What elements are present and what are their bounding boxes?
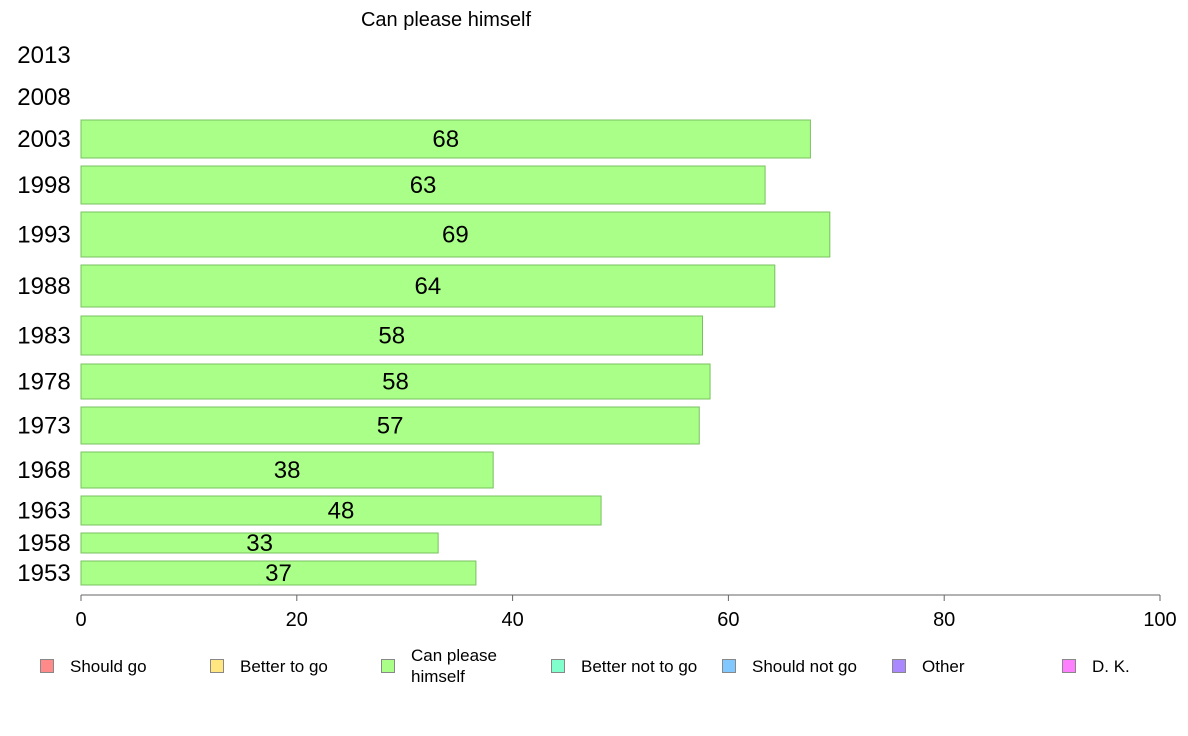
data-label: 48 <box>328 498 355 525</box>
y-tick-label: 2003 <box>17 126 70 153</box>
data-label: 37 <box>265 560 292 587</box>
legend-swatch <box>381 659 395 673</box>
y-tick-label: 1958 <box>17 530 70 557</box>
bar <box>80 315 704 356</box>
legend-item: Better not to go <box>551 644 697 688</box>
y-tick-label: 1993 <box>17 222 70 249</box>
bar <box>80 532 439 554</box>
legend-item: Should go <box>40 644 147 688</box>
legend-item: Can please himself <box>381 644 511 688</box>
y-tick-label: 1978 <box>17 369 70 396</box>
y-tick-labels: 2013 2008 2003 1998 1993 1988 1983 1978 1973 1968… <box>17 42 70 587</box>
legend-label: Better to go <box>240 656 328 676</box>
bar <box>80 495 602 526</box>
data-label: 69 <box>442 222 469 249</box>
y-tick-label: 1963 <box>17 498 70 525</box>
y-tick-label: 1983 <box>17 323 70 350</box>
y-tick-label: 1998 <box>17 172 70 199</box>
data-label: 58 <box>378 323 405 350</box>
data-label: 57 <box>377 413 404 440</box>
x-tick-label: 60 <box>717 609 739 631</box>
legend-item: D. K. <box>1062 644 1130 688</box>
legend-label: Better not to go <box>581 656 698 676</box>
y-tick-label: 2013 <box>17 42 70 69</box>
y-tick-label: 1988 <box>17 273 70 300</box>
bar <box>80 363 711 400</box>
legend-swatch <box>40 659 54 673</box>
bar <box>80 119 811 159</box>
x-axis: 0 20 40 60 80 100 <box>75 594 1177 631</box>
x-tick-label: 100 <box>1143 609 1176 631</box>
bar <box>80 165 766 205</box>
bar <box>80 264 776 308</box>
x-tick-label: 40 <box>501 609 523 631</box>
x-tick-label: 0 <box>75 609 86 631</box>
legend-item: Better to go <box>210 644 328 688</box>
bar <box>80 406 700 445</box>
legend-item: Other <box>892 644 965 688</box>
legend-swatch <box>722 659 736 673</box>
bar <box>80 451 494 489</box>
y-tick-label: 2008 <box>17 84 70 111</box>
data-label: 68 <box>432 126 459 153</box>
y-tick-label: 1973 <box>17 413 70 440</box>
bar <box>80 211 831 258</box>
legend-swatch <box>551 659 565 673</box>
chart-title: Can please himself <box>361 9 532 31</box>
data-label: 38 <box>274 457 301 484</box>
legend-label: Other <box>922 656 965 676</box>
data-label: 64 <box>415 273 442 300</box>
legend-label: Should not go <box>752 656 857 676</box>
bar <box>80 560 477 586</box>
legend-swatch <box>1062 659 1076 673</box>
data-label: 63 <box>410 172 437 199</box>
data-label: 33 <box>246 530 273 557</box>
x-tick-label: 20 <box>286 609 308 631</box>
legend-swatch <box>210 659 224 673</box>
x-tick-label: 80 <box>933 609 955 631</box>
legend-label: Can please himself <box>411 646 498 686</box>
data-label: 58 <box>382 369 409 396</box>
legend: Should go Better to go Can please himself B… <box>0 644 1188 694</box>
legend-item: Should not go <box>722 644 857 688</box>
legend-swatch <box>892 659 906 673</box>
legend-label: Should go <box>70 656 147 676</box>
legend-label: D. K. <box>1092 656 1130 676</box>
y-tick-label: 1953 <box>17 560 70 587</box>
y-tick-label: 1968 <box>17 457 70 484</box>
